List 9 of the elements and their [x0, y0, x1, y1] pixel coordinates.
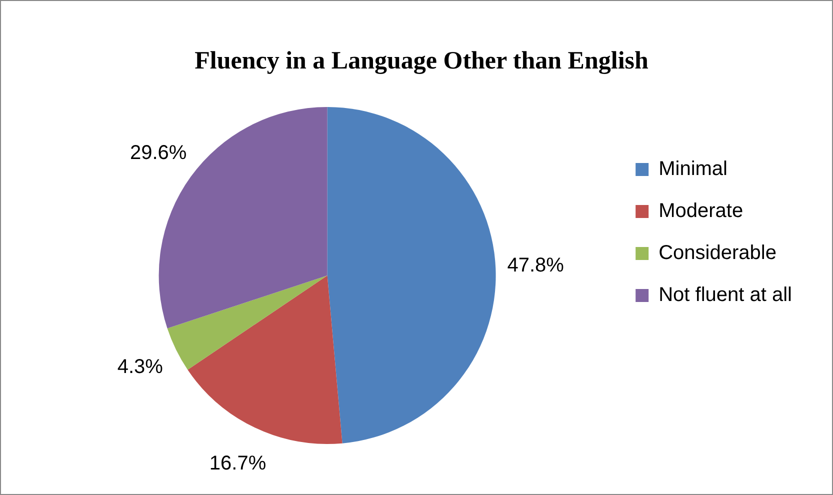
data-label: 47.8%	[507, 254, 564, 277]
chart-title: Fluency in a Language Other than English	[194, 47, 648, 74]
data-label: 29.6%	[130, 142, 187, 164]
legend-label: Not fluent at all	[658, 284, 792, 306]
legend-label: Considerable	[658, 242, 776, 264]
legend-label: Moderate	[658, 200, 744, 222]
legend-label: Minimal	[658, 158, 728, 180]
data-label: 16.7%	[209, 452, 266, 474]
data-label: 4.3%	[117, 356, 164, 378]
